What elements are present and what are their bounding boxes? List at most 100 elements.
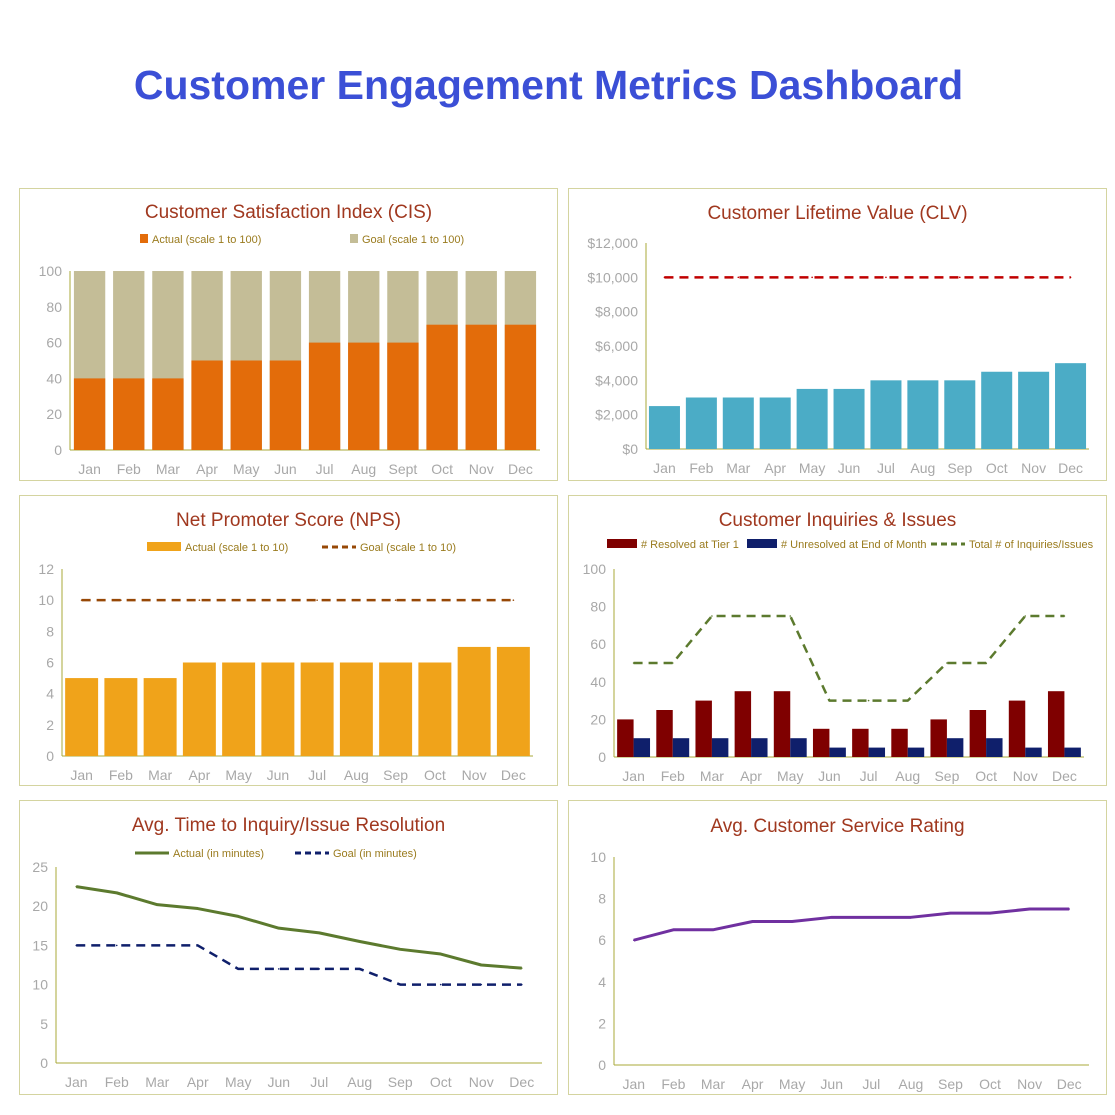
y-tick-label: 6 (598, 932, 606, 948)
y-tick-label: $0 (622, 441, 638, 457)
goal-point (737, 276, 740, 279)
rating-point (830, 916, 833, 919)
y-tick-label: 0 (46, 748, 54, 764)
bar (759, 397, 791, 449)
x-tick-label: Mar (701, 1076, 725, 1092)
y-tick-label: 80 (46, 299, 62, 315)
x-tick-label: Oct (430, 1074, 452, 1090)
x-tick-label: Dec (509, 1074, 534, 1090)
x-tick-label: May (779, 1076, 805, 1092)
resolved-at-tier-1-bar (734, 691, 752, 757)
unresolved-at-end-of-month-bar (1025, 747, 1042, 757)
rating-point (632, 939, 635, 941)
bar (685, 397, 717, 449)
total-of-inquiries-issues-point (750, 615, 752, 617)
bar (457, 646, 491, 756)
goal-scale-1-to-10-point (80, 599, 83, 601)
x-tick-label: Aug (895, 768, 920, 784)
goal-scale-1-to-10-point (394, 599, 397, 601)
y-tick-label: 4 (46, 686, 54, 702)
actual-scale-1-to-100-bar (426, 324, 458, 450)
rating-point (870, 916, 873, 919)
x-tick-label: Aug (344, 767, 369, 783)
y-tick-label: 10 (38, 592, 54, 608)
x-tick-label: Aug (910, 460, 935, 476)
actual-scale-1-to-100-bar (504, 324, 537, 450)
goal-point (663, 276, 666, 279)
rating-point (751, 920, 754, 923)
goal-in-minutes-line (76, 944, 522, 986)
goal-scale-1-to-10-point (237, 599, 240, 601)
x-tick-label: Jun (838, 460, 861, 476)
total-of-inquiries-issues-point (632, 662, 635, 664)
total-of-inquiries-issues-point (906, 699, 909, 702)
bar (944, 380, 976, 449)
resolution-time-chart-panel: Avg. Time to Inquiry/Issue Resolution 0 5 1… (19, 800, 558, 1095)
goal-scale-1-to-10-point (316, 599, 318, 601)
goal-in-minutes-point (115, 944, 118, 947)
y-tick-label: 60 (46, 335, 62, 351)
total-of-inquiries-issues-point (1024, 615, 1027, 617)
chart-title: Avg. Customer Service Rating (710, 816, 964, 837)
x-tick-label: Mar (156, 461, 180, 477)
rating-point (910, 916, 912, 919)
legend-swatch (350, 234, 358, 243)
actual-in-minutes-point (277, 927, 280, 929)
chart-title: Customer Inquiries & Issues (719, 510, 957, 531)
bar (833, 388, 865, 449)
clv-chart-panel: Customer Lifetime Value (CLV) $0 $2,000 $4,… (568, 188, 1107, 481)
y-tick-label: 0 (40, 1055, 48, 1071)
x-tick-label: Jul (310, 1074, 328, 1090)
legend-label: Actual (in minutes) (173, 848, 264, 860)
y-tick-label: $6,000 (595, 338, 638, 354)
x-tick-label: Jan (653, 460, 676, 476)
x-tick-label: Jun (267, 1074, 290, 1090)
y-tick-label: 4 (598, 974, 606, 990)
chart-title: Avg. Time to Inquiry/Issue Resolution (132, 815, 445, 836)
y-tick-label: 100 (583, 561, 607, 577)
total-of-inquiries-issues-point (711, 615, 713, 617)
x-tick-label: Feb (689, 460, 713, 476)
chart-title: Customer Satisfaction Index (CIS) (145, 202, 432, 223)
actual-in-minutes-point (196, 907, 199, 910)
total-of-inquiries-issues-point (789, 615, 792, 617)
bar (496, 646, 530, 756)
goal-point (700, 276, 703, 279)
actual-scale-1-to-100-bar (387, 342, 419, 450)
x-tick-label: Apr (740, 768, 762, 784)
resolved-at-tier-1-bar (773, 691, 791, 757)
rating-point (791, 920, 793, 923)
bar (379, 662, 413, 756)
y-tick-label: 2 (46, 717, 54, 733)
y-tick-label: $2,000 (595, 407, 638, 423)
x-tick-label: Oct (986, 460, 1008, 476)
actual-in-minutes-point (520, 967, 523, 969)
bar (1055, 363, 1087, 449)
bar (648, 406, 680, 449)
legend-swatch (607, 539, 637, 548)
x-tick-label: Apr (187, 1074, 209, 1090)
x-tick-label: Aug (351, 461, 376, 477)
x-tick-label: May (799, 460, 825, 476)
x-tick-label: Jan (622, 768, 645, 784)
y-tick-label: 8 (46, 623, 54, 639)
goal-point (995, 276, 998, 279)
x-tick-label: May (777, 768, 803, 784)
x-tick-label: Jul (316, 461, 334, 477)
rating-point (989, 912, 991, 914)
y-tick-label: 40 (590, 674, 606, 690)
goal-scale-1-to-10-point (159, 599, 161, 601)
y-tick-label: 80 (590, 599, 606, 615)
x-tick-label: Jun (274, 461, 297, 477)
bar (907, 380, 939, 449)
actual-scale-1-to-100-bar (191, 360, 223, 450)
chart-title: Customer Lifetime Value (CLV) (707, 203, 967, 224)
y-tick-label: 15 (32, 937, 48, 953)
x-tick-label: Aug (347, 1074, 372, 1090)
bar (418, 662, 452, 756)
rating-point (1028, 908, 1031, 910)
time-svg: Avg. Time to Inquiry/Issue Resolution 0 5 1… (32, 815, 542, 1090)
x-tick-label: Apr (196, 461, 218, 477)
goal-scale-1-to-10-point (198, 599, 201, 601)
legend-swatch (140, 234, 148, 243)
